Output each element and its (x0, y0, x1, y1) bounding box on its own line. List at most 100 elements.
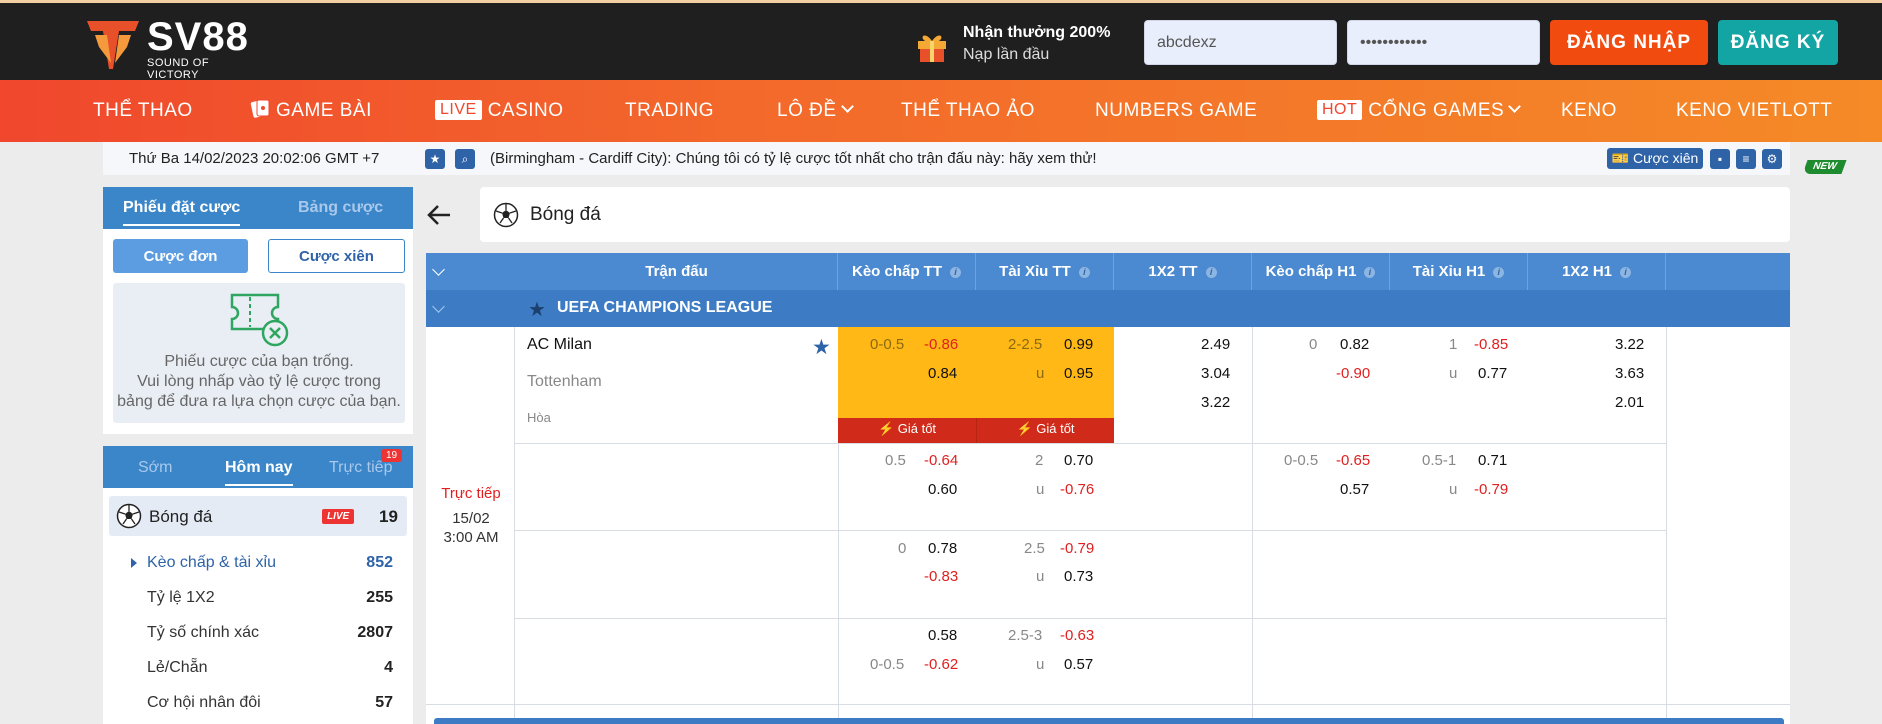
grid-line (838, 327, 839, 724)
grid-line (514, 443, 1666, 444)
sport-football-row[interactable]: Bóng đá LIVE 19 (109, 496, 407, 536)
grid-line (1252, 327, 1253, 724)
odds-value[interactable]: -0.83 (924, 568, 959, 585)
single-bet-button[interactable]: Cược đơn (113, 239, 248, 273)
odds-value[interactable]: 3.22 (1615, 336, 1645, 353)
multi-bet-tab-button[interactable]: Cược xiên (268, 239, 405, 273)
collapse-chevron-icon[interactable] (432, 300, 445, 313)
odds-value[interactable]: -0.76 (1060, 481, 1095, 498)
nav-trading[interactable]: TRADING (625, 80, 714, 142)
info-icon[interactable]: i (950, 267, 961, 278)
odds-value[interactable]: 0.57 (1064, 656, 1094, 673)
odds-value[interactable]: -0.63 (1060, 627, 1095, 644)
best-odds-text: Giá tốt (897, 421, 937, 436)
nav-live-casino[interactable]: LIVE CASINO (435, 80, 564, 142)
tab-today[interactable]: Hôm nay (225, 459, 293, 486)
ticker-message: (Birmingham - Cardiff City): Chúng tôi c… (490, 150, 1097, 167)
nav-keno[interactable]: KENO (1561, 80, 1617, 142)
odds-value[interactable]: 0.71 (1478, 452, 1508, 469)
info-icon[interactable]: i (1364, 267, 1376, 278)
draw-label: Hòa (527, 410, 551, 425)
info-icon[interactable]: i (1078, 267, 1090, 278)
odds-value[interactable]: 3.63 (1615, 365, 1645, 382)
tab-bet-board[interactable]: Bảng cược (298, 199, 384, 216)
nav-numbers-game[interactable]: NUMBERS GAME (1095, 80, 1257, 142)
tab-early[interactable]: Sớm (138, 459, 173, 476)
sub-item-label: Tỷ số chính xác (147, 624, 260, 641)
odds-value[interactable]: 0.77 (1478, 365, 1508, 382)
register-button[interactable]: ĐĂNG KÝ (1718, 20, 1838, 65)
first-deposit-promo[interactable]: Nhận thưởng 200% Nạp lần đầu (915, 21, 1145, 69)
best-odds-label[interactable]: ⚡ Giá tốt (838, 418, 976, 443)
odds-value[interactable]: -0.86 (924, 336, 959, 353)
nav-keno-vietlott[interactable]: KENO VIETLOTT (1676, 80, 1832, 142)
odds-value[interactable]: 0.82 (1340, 336, 1370, 353)
favorite-star-icon[interactable]: ★ (528, 299, 546, 321)
caret-right-icon (131, 558, 137, 568)
nav-label: CASINO (487, 100, 564, 121)
tab-betslip[interactable]: Phiếu đặt cược (123, 199, 241, 226)
league-row[interactable]: ★ UEFA CHAMPIONS LEAGUE (426, 290, 1790, 327)
back-arrow-icon[interactable] (426, 200, 452, 230)
col-1x2-ft: 1X2 TT i (1114, 253, 1252, 290)
soccer-ball-icon (116, 503, 142, 529)
document-icon[interactable]: ≡ (1736, 149, 1756, 169)
info-icon[interactable]: i (1493, 267, 1505, 278)
favorite-star-icon[interactable]: ★ (812, 336, 831, 359)
login-button[interactable]: ĐĂNG NHẬP (1550, 20, 1708, 65)
odds-value[interactable]: 3.22 (1201, 394, 1231, 411)
under-label: u (1036, 365, 1045, 382)
odds-value[interactable]: -0.79 (1474, 481, 1509, 498)
odds-value[interactable]: 3.04 (1201, 365, 1231, 382)
sub-item-double-chance[interactable]: Cơ hội nhân đôi 57 (103, 686, 413, 720)
tab-live[interactable]: Trực tiếp (329, 459, 393, 476)
odds-value[interactable]: -0.79 (1060, 540, 1095, 557)
sub-item-odd-even[interactable]: Lẻ/Chẵn 4 (103, 651, 413, 685)
sub-item-1x2[interactable]: Tỷ lệ 1X2 255 (103, 581, 413, 615)
odds-value[interactable]: 2.01 (1615, 394, 1645, 411)
nav-the-thao[interactable]: THỂ THAO (93, 80, 193, 142)
chevron-down-icon (840, 100, 854, 113)
odds-value[interactable]: -0.85 (1474, 336, 1509, 353)
odds-value[interactable]: -0.64 (924, 452, 959, 469)
nav-cong-games[interactable]: HOT CỔNG GAMES (1317, 80, 1522, 142)
odds-value[interactable]: 0.99 (1064, 336, 1094, 353)
home-team[interactable]: AC Milan (527, 336, 592, 353)
logo[interactable]: SV88 SOUND OF VICTORY (85, 15, 255, 81)
multi-bet-button[interactable]: 🎫 Cược xiên (1607, 148, 1703, 169)
sub-item-handicap-ou[interactable]: Kèo chấp & tài xỉu 852 (103, 546, 413, 580)
odds-value[interactable]: 0.58 (928, 627, 958, 644)
odds-value[interactable]: 0.84 (928, 365, 958, 382)
nav-the-thao-ao[interactable]: THỂ THAO ẢO (901, 80, 1035, 142)
sub-item-count: 57 (375, 694, 393, 711)
hot-tag: HOT (1317, 100, 1363, 120)
favorite-star-icon[interactable]: ★ (425, 149, 445, 169)
odds-value[interactable]: 0.57 (1340, 481, 1370, 498)
password-input[interactable] (1347, 20, 1540, 65)
nav-label: KENO VIETLOTT (1676, 100, 1833, 121)
odds-value[interactable]: 0.60 (928, 481, 958, 498)
betslip-panel: Phiếu đặt cược Bảng cược Cược đơn Cược x… (103, 187, 413, 434)
info-icon[interactable]: i (1205, 267, 1217, 278)
nav-game-bai[interactable]: GAME BÀI (250, 80, 372, 142)
odds-line: 0-0.5 (870, 656, 905, 673)
odds-value[interactable]: -0.62 (924, 656, 959, 673)
gear-icon[interactable]: ⚙ (1762, 149, 1782, 169)
away-team[interactable]: Tottenham (527, 373, 602, 390)
odds-value[interactable]: 0.70 (1064, 452, 1094, 469)
chat-icon[interactable]: ▪ (1710, 149, 1730, 169)
nav-lo-de[interactable]: LÔ ĐỀ (777, 80, 854, 142)
odds-value[interactable]: 0.73 (1064, 568, 1094, 585)
odds-value[interactable]: -0.90 (1336, 365, 1371, 382)
odds-value[interactable]: 0.78 (928, 540, 958, 557)
sub-item-count: 255 (366, 589, 393, 606)
best-odds-label[interactable]: ⚡ Giá tốt (976, 418, 1114, 443)
info-icon[interactable]: i (1620, 267, 1632, 278)
odds-value[interactable]: -0.65 (1336, 452, 1371, 469)
current-datetime: Thứ Ba 14/02/2023 20:02:06 GMT +7 (129, 150, 380, 167)
search-icon[interactable]: ⌕ (455, 149, 475, 169)
odds-value[interactable]: 2.49 (1201, 336, 1231, 353)
sub-item-correct-score[interactable]: Tỷ số chính xác 2807 (103, 616, 413, 650)
odds-value[interactable]: 0.95 (1064, 365, 1094, 382)
username-input[interactable] (1144, 20, 1337, 65)
